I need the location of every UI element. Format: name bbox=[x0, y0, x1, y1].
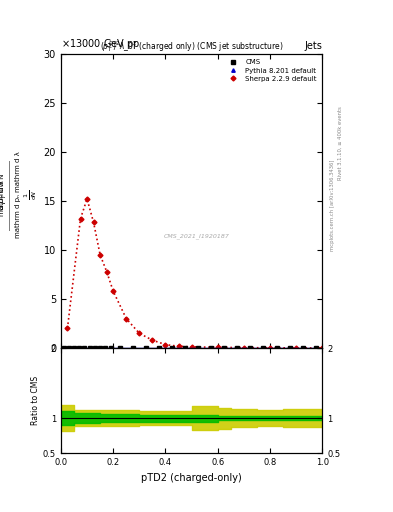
Pythia 8.201 default bbox=[87, 345, 92, 351]
Sherpa 2.2.9 default bbox=[85, 196, 90, 202]
Pythia 8.201 default bbox=[66, 345, 71, 351]
CMS bbox=[222, 345, 227, 351]
Pythia 8.201 default bbox=[287, 345, 292, 351]
Text: Rivet 3.1.10, ≥ 400k events: Rivet 3.1.10, ≥ 400k events bbox=[338, 106, 342, 180]
Sherpa 2.2.9 default bbox=[176, 343, 181, 349]
Sherpa 2.2.9 default bbox=[294, 345, 299, 351]
Sherpa 2.2.9 default bbox=[78, 216, 83, 222]
CMS bbox=[77, 345, 82, 351]
CMS bbox=[313, 345, 318, 351]
Pythia 8.201 default bbox=[222, 345, 227, 351]
Pythia 8.201 default bbox=[313, 345, 318, 351]
Sherpa 2.2.9 default bbox=[189, 344, 194, 350]
Sherpa 2.2.9 default bbox=[104, 268, 109, 274]
Pythia 8.201 default bbox=[143, 345, 148, 351]
Sherpa 2.2.9 default bbox=[150, 337, 155, 343]
Line: Pythia 8.201 default: Pythia 8.201 default bbox=[62, 346, 318, 349]
CMS bbox=[108, 345, 113, 351]
Sherpa 2.2.9 default bbox=[137, 330, 142, 336]
Sherpa 2.2.9 default bbox=[320, 345, 325, 351]
CMS bbox=[196, 345, 200, 351]
Legend: CMS, Pythia 8.201 default, Sherpa 2.2.9 default: CMS, Pythia 8.201 default, Sherpa 2.2.9 … bbox=[225, 57, 319, 84]
CMS bbox=[118, 345, 122, 351]
Sherpa 2.2.9 default bbox=[268, 345, 272, 351]
CMS bbox=[248, 345, 253, 351]
CMS bbox=[72, 345, 76, 351]
CMS bbox=[156, 345, 161, 351]
Sherpa 2.2.9 default bbox=[163, 342, 168, 348]
Text: mathrm d²N
――――――――――
mathrm d pₙ mathrm d λ: mathrm d²N ―――――――――― mathrm d pₙ mathrm… bbox=[0, 151, 21, 238]
Pythia 8.201 default bbox=[98, 345, 103, 351]
Line: CMS: CMS bbox=[62, 346, 318, 349]
CMS bbox=[103, 345, 108, 351]
Pythia 8.201 default bbox=[82, 345, 87, 351]
Pythia 8.201 default bbox=[274, 345, 279, 351]
Pythia 8.201 default bbox=[77, 345, 82, 351]
CMS bbox=[87, 345, 92, 351]
CMS bbox=[209, 345, 213, 351]
CMS bbox=[235, 345, 240, 351]
CMS bbox=[274, 345, 279, 351]
X-axis label: pTD2 (charged-only): pTD2 (charged-only) bbox=[141, 473, 242, 482]
Pythia 8.201 default bbox=[248, 345, 253, 351]
CMS bbox=[92, 345, 97, 351]
Pythia 8.201 default bbox=[196, 345, 200, 351]
CMS bbox=[61, 345, 66, 351]
Title: $(p_T^D)^2\lambda\_0^2$ (charged only) (CMS jet substructure): $(p_T^D)^2\lambda\_0^2$ (charged only) (… bbox=[100, 39, 283, 54]
CMS bbox=[82, 345, 87, 351]
CMS bbox=[143, 345, 148, 351]
CMS bbox=[183, 345, 187, 351]
Pythia 8.201 default bbox=[118, 345, 122, 351]
Pythia 8.201 default bbox=[61, 345, 66, 351]
Pythia 8.201 default bbox=[103, 345, 108, 351]
Text: mcplots.cern.ch [arXiv:1306.3436]: mcplots.cern.ch [arXiv:1306.3436] bbox=[330, 159, 334, 250]
Pythia 8.201 default bbox=[235, 345, 240, 351]
Sherpa 2.2.9 default bbox=[111, 288, 116, 294]
CMS bbox=[261, 345, 266, 351]
CMS bbox=[300, 345, 305, 351]
Sherpa 2.2.9 default bbox=[241, 345, 246, 351]
Pythia 8.201 default bbox=[130, 345, 135, 351]
Pythia 8.201 default bbox=[209, 345, 213, 351]
Pythia 8.201 default bbox=[156, 345, 161, 351]
Text: Jets: Jets bbox=[305, 41, 322, 51]
Pythia 8.201 default bbox=[261, 345, 266, 351]
Pythia 8.201 default bbox=[72, 345, 76, 351]
CMS bbox=[287, 345, 292, 351]
Pythia 8.201 default bbox=[108, 345, 113, 351]
CMS bbox=[170, 345, 174, 351]
Text: $\mathrm{d}^2N$
$\overline{\mathrm{d}\,p_T\,\mathrm{d}\,\lambda}$

$\frac{1}{\ma: $\mathrm{d}^2N$ $\overline{\mathrm{d}\,p… bbox=[0, 178, 39, 211]
Sherpa 2.2.9 default bbox=[91, 220, 96, 226]
Text: CMS_2021_I1920187: CMS_2021_I1920187 bbox=[164, 233, 230, 239]
Pythia 8.201 default bbox=[92, 345, 97, 351]
Sherpa 2.2.9 default bbox=[65, 325, 70, 331]
Sherpa 2.2.9 default bbox=[124, 315, 129, 322]
Pythia 8.201 default bbox=[300, 345, 305, 351]
Sherpa 2.2.9 default bbox=[215, 344, 220, 350]
CMS bbox=[66, 345, 71, 351]
Line: Sherpa 2.2.9 default: Sherpa 2.2.9 default bbox=[66, 197, 324, 350]
Text: $\times$13000 GeV pp: $\times$13000 GeV pp bbox=[61, 37, 140, 51]
Pythia 8.201 default bbox=[170, 345, 174, 351]
CMS bbox=[130, 345, 135, 351]
CMS bbox=[98, 345, 103, 351]
Sherpa 2.2.9 default bbox=[98, 252, 103, 258]
Pythia 8.201 default bbox=[183, 345, 187, 351]
Y-axis label: Ratio to CMS: Ratio to CMS bbox=[31, 376, 40, 425]
